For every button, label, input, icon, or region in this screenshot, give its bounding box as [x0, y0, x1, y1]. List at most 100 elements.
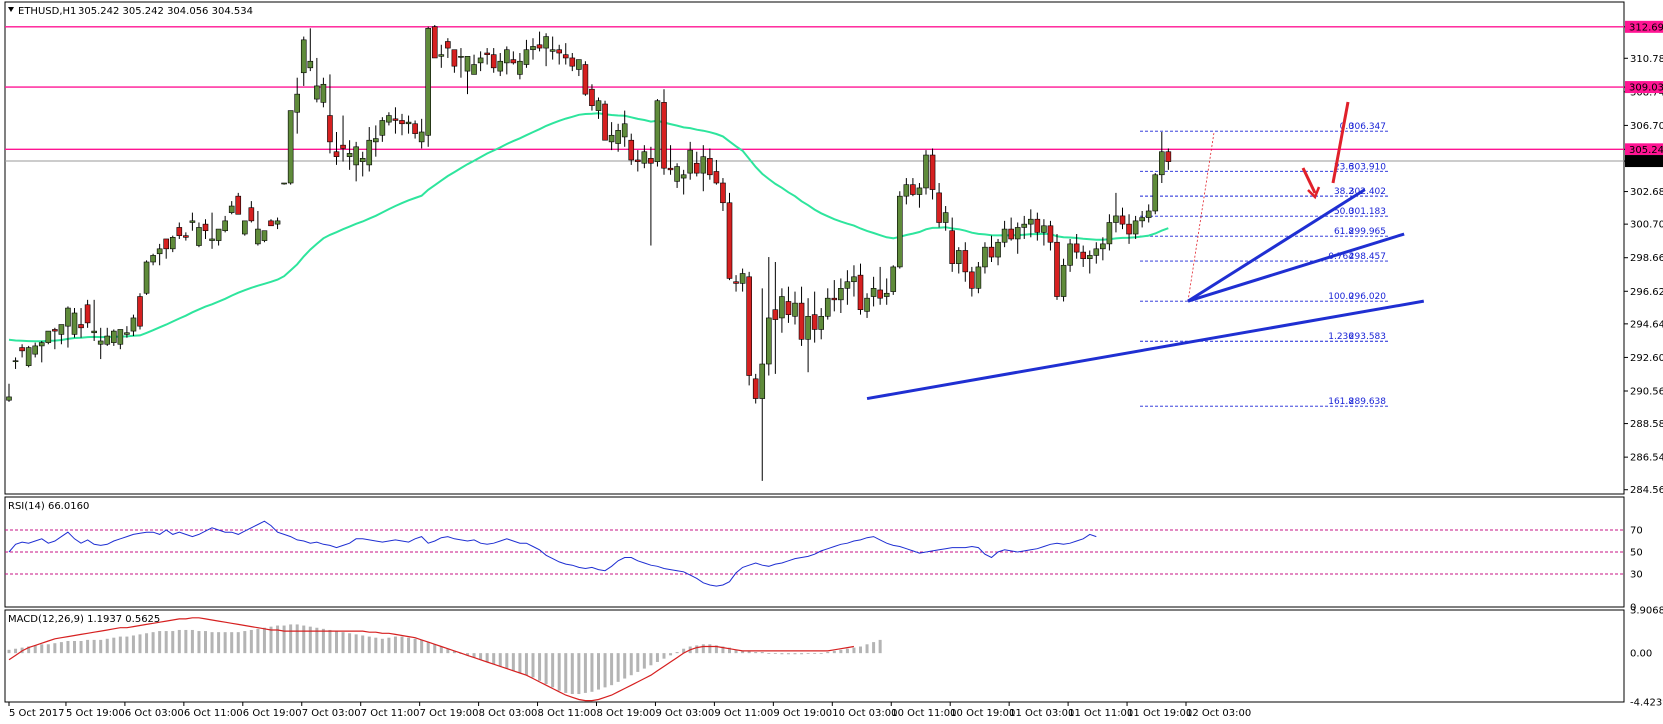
- macd-histogram-bar: [427, 642, 430, 653]
- time-tick-label: 9 Oct 11:00: [714, 708, 773, 719]
- bullish-candle: [871, 288, 876, 296]
- macd-histogram-bar: [381, 639, 384, 653]
- bearish-candle: [858, 275, 863, 310]
- time-tick-label: 6 Oct 03:00: [125, 708, 184, 719]
- bullish-candle: [793, 303, 798, 316]
- bearish-candle: [183, 236, 188, 238]
- macd-histogram-bar: [558, 653, 561, 691]
- bullish-candle: [655, 101, 660, 162]
- time-tick-label: 12 Oct 03:00: [1186, 708, 1251, 719]
- bearish-candle: [485, 53, 490, 55]
- macd-histogram-bar: [433, 644, 436, 653]
- bullish-candle: [819, 316, 824, 329]
- bearish-candle: [491, 55, 496, 68]
- bearish-candle: [963, 250, 968, 271]
- macd-histogram-bar: [125, 637, 128, 654]
- bearish-candle: [1074, 244, 1079, 252]
- bearish-candle: [799, 303, 804, 339]
- bullish-candle: [223, 221, 228, 231]
- bullish-candle: [688, 150, 693, 173]
- macd-histogram-bar: [656, 653, 659, 662]
- bullish-candle: [1094, 249, 1099, 256]
- macd-histogram-bar: [348, 633, 351, 653]
- macd-histogram-bar: [780, 653, 783, 654]
- time-tick-label: 11 Oct 03:00: [1009, 708, 1074, 719]
- macd-histogram-bar: [86, 640, 89, 653]
- bullish-candle: [347, 153, 352, 156]
- bearish-candle: [334, 152, 339, 157]
- bullish-candle: [282, 183, 287, 184]
- macd-histogram-bar: [669, 653, 672, 655]
- bearish-candle: [79, 325, 84, 328]
- bearish-candle: [52, 329, 57, 331]
- bearish-candle: [85, 305, 90, 323]
- bullish-candle: [544, 37, 549, 49]
- macd-histogram-bar: [846, 649, 849, 653]
- bearish-candle: [930, 155, 935, 190]
- bullish-candle: [517, 61, 522, 74]
- macd-histogram-bar: [702, 644, 705, 653]
- macd-histogram-bar: [545, 653, 548, 684]
- macd-histogram-bar: [597, 653, 600, 689]
- macd-histogram-bar: [820, 653, 823, 654]
- macd-histogram-bar: [564, 653, 567, 693]
- bullish-candle: [465, 56, 470, 71]
- macd-histogram-bar: [492, 653, 495, 664]
- price-axis: 312.691310.780309.030308.740306.700305.2…: [1624, 21, 1663, 496]
- bearish-candle: [563, 55, 568, 58]
- bullish-candle: [92, 331, 97, 333]
- bullish-candle: [1028, 219, 1033, 224]
- bullish-candle: [524, 50, 529, 65]
- bullish-candle: [472, 65, 477, 75]
- bearish-candle: [557, 50, 562, 53]
- time-tick-label: 6 Oct 19:00: [243, 708, 302, 719]
- bullish-candle: [760, 364, 765, 399]
- bearish-candle: [589, 89, 594, 105]
- price-tick-label: 296.620: [1630, 287, 1663, 298]
- bearish-candle: [747, 277, 752, 376]
- bearish-candle: [583, 65, 588, 95]
- bullish-candle: [262, 231, 267, 241]
- bullish-candle: [65, 308, 70, 326]
- time-tick-label: 7 Oct 11:00: [361, 708, 420, 719]
- bearish-candle: [570, 58, 575, 66]
- macd-histogram-bar: [60, 642, 63, 653]
- price-tick-label: 286.540: [1630, 453, 1663, 464]
- bullish-candle: [59, 325, 64, 335]
- macd-histogram-bar: [34, 645, 37, 653]
- macd-histogram-bar: [695, 645, 698, 653]
- bullish-candle: [295, 94, 300, 112]
- bearish-candle: [400, 120, 405, 123]
- time-tick-label: 9 Oct 19:00: [773, 708, 832, 719]
- bearish-candle: [327, 116, 332, 142]
- macd-histogram-bar: [270, 627, 273, 654]
- macd-histogram-bar: [794, 653, 797, 654]
- bearish-candle: [694, 163, 699, 173]
- bearish-candle: [413, 124, 418, 134]
- time-tick-label: 10 Oct 19:00: [950, 708, 1015, 719]
- bullish-candle: [46, 331, 51, 343]
- bullish-candle: [675, 167, 680, 182]
- bullish-candle: [406, 122, 411, 124]
- fib-price-label: 293.583: [1349, 332, 1386, 342]
- macd-histogram-bar: [826, 652, 829, 653]
- macd-histogram-bar: [263, 628, 266, 653]
- bearish-candle: [511, 60, 516, 63]
- bullish-candle: [373, 139, 378, 142]
- bullish-candle: [1068, 244, 1073, 265]
- macd-histogram-bar: [47, 644, 50, 653]
- bullish-candle: [766, 318, 771, 364]
- bullish-candle: [1100, 244, 1105, 249]
- macd-histogram-bar: [525, 653, 528, 675]
- macd-histogram-bar: [663, 653, 666, 659]
- bullish-candle: [550, 50, 555, 52]
- bullish-candle: [1146, 211, 1151, 218]
- bullish-candle: [616, 130, 621, 143]
- rsi-tick-label: 50: [1630, 548, 1643, 559]
- macd-histogram-bar: [518, 653, 521, 673]
- macd-histogram-bar: [289, 624, 292, 653]
- bearish-candle: [1166, 152, 1171, 162]
- bearish-candle: [20, 348, 25, 351]
- macd-histogram-bar: [158, 631, 161, 653]
- macd-histogram-bar: [505, 653, 508, 668]
